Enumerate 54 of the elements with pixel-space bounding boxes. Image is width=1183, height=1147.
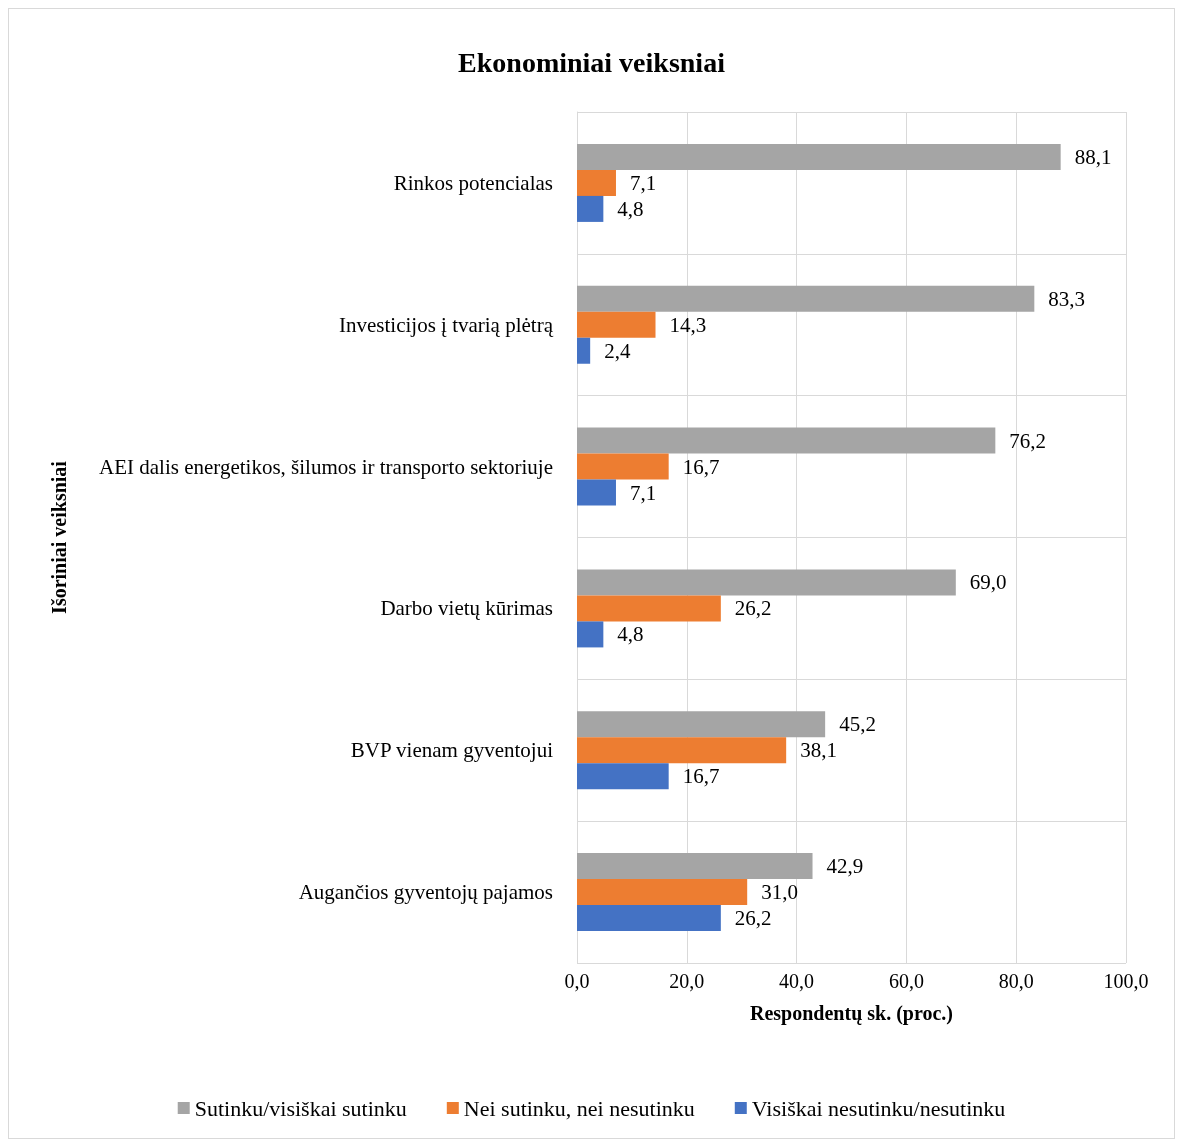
y-tick-label: Augančios gyventojų pajamos — [298, 880, 553, 905]
y-tick-label: BVP vienam gyventojui — [350, 738, 554, 763]
legend-label: Visiškai nesutinku/nesutinku — [751, 1095, 1006, 1121]
data-label: 83,3 — [1048, 286, 1086, 311]
data-label: 4,8 — [617, 622, 644, 647]
x-tick-label: 80,0 — [998, 970, 1034, 992]
data-label: 31,0 — [761, 880, 798, 905]
data-label: 76,2 — [1009, 428, 1047, 453]
bar — [577, 879, 748, 906]
x-tick-label: 0,0 — [564, 970, 590, 992]
data-label: 69,0 — [969, 570, 1007, 595]
bar — [577, 195, 604, 222]
bar — [577, 453, 669, 480]
y-tick-label: AEI dalis energetikos, šilumos ir transporto sektoriuje — [99, 454, 553, 479]
x-tick-label: 20,0 — [669, 970, 705, 992]
data-label: 14,3 — [669, 312, 707, 337]
data-label: 16,7 — [682, 764, 720, 789]
data-label: 42,9 — [826, 854, 864, 879]
data-label: 26,2 — [734, 906, 772, 931]
bar — [577, 337, 591, 364]
bar — [577, 763, 669, 790]
bar — [577, 853, 813, 880]
data-label: 16,7 — [682, 454, 720, 479]
bar — [577, 169, 616, 196]
bar — [577, 569, 956, 596]
x-tick-label: 60,0 — [888, 970, 924, 992]
y-tick-label: Rinkos potencialas — [393, 170, 553, 195]
y-tick-label: Darbo vietų kūrimas — [380, 596, 553, 621]
data-label: 2,4 — [604, 338, 631, 363]
data-label: 4,8 — [617, 196, 644, 221]
data-label: 38,1 — [800, 738, 837, 763]
bar — [577, 737, 787, 764]
bar — [577, 711, 826, 738]
data-label: 88,1 — [1074, 144, 1112, 169]
chart-title: Ekonominiai veiksniai — [458, 46, 726, 78]
bar — [577, 479, 616, 506]
data-label: 7,1 — [629, 480, 657, 505]
bar — [577, 285, 1035, 312]
legend-label: Sutinku/visiškai sutinku — [194, 1095, 407, 1121]
y-tick-label: Investicijos į tvarią plėtrą — [338, 312, 554, 337]
data-label: 7,1 — [629, 170, 657, 195]
x-tick-label: 100,0 — [1103, 970, 1149, 992]
y-axis-title: Išoriniai veiksniai — [48, 460, 71, 614]
bar — [577, 311, 656, 338]
bar — [577, 905, 721, 932]
bar — [577, 427, 996, 454]
x-axis-title: Respondentų sk. (proc.) — [750, 1002, 953, 1025]
bar — [577, 595, 721, 622]
data-label: 26,2 — [734, 596, 772, 621]
data-label: 45,2 — [839, 712, 876, 737]
bar — [577, 143, 1061, 170]
bar — [577, 621, 604, 648]
x-tick-label: 40,0 — [779, 970, 815, 992]
legend-label: Nei sutinku, nei nesutinku — [463, 1095, 695, 1121]
